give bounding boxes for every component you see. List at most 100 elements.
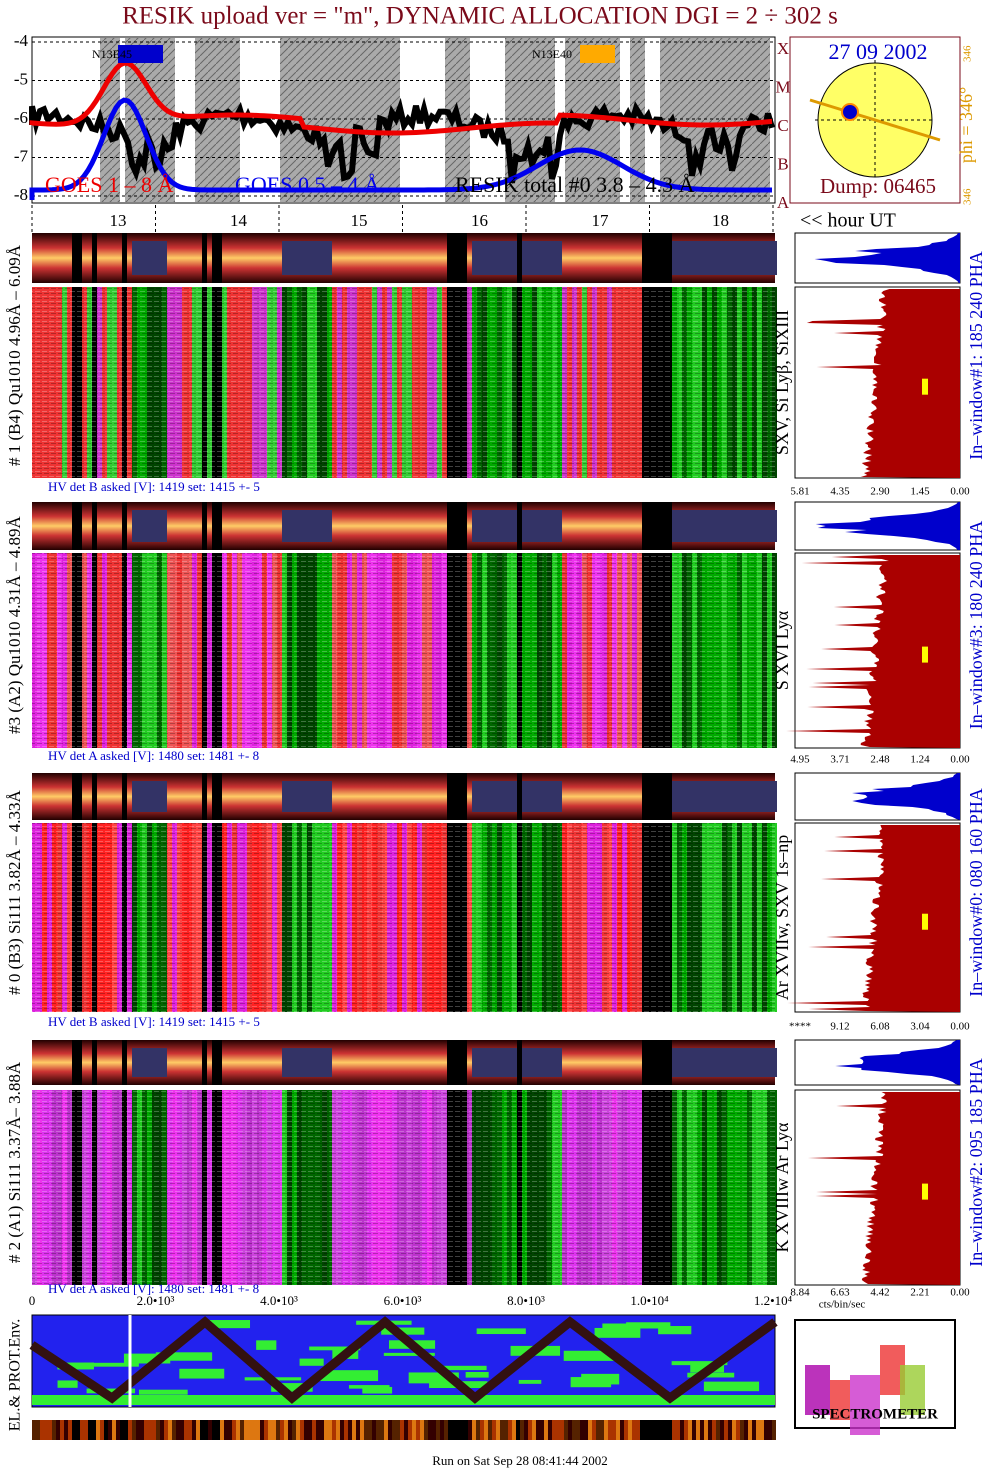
env-strip: [100, 1420, 104, 1440]
env-blob: [57, 1380, 78, 1388]
strip-gap: [122, 233, 127, 283]
env-strip: [424, 1420, 428, 1440]
env-strip: [404, 1420, 408, 1440]
strip-gap: [517, 233, 522, 283]
env-strip: [628, 1420, 632, 1440]
strip-gap: [457, 773, 462, 820]
strip-quiet: [482, 1048, 487, 1077]
hist-tick: 8.84: [790, 1287, 810, 1299]
strip-quiet: [137, 241, 142, 275]
env-strip: [660, 1420, 664, 1440]
strip-quiet: [327, 510, 332, 542]
strip-quiet: [292, 1048, 297, 1077]
env-strip: [604, 1420, 608, 1440]
env-blob: [155, 1352, 213, 1361]
strip-quiet: [507, 241, 512, 275]
strip-quiet: [752, 1048, 757, 1077]
strip-quiet: [147, 510, 152, 542]
strip-quiet: [772, 781, 777, 812]
strip-gap: [212, 1040, 217, 1085]
env-blob: [179, 1368, 225, 1379]
strip-quiet: [552, 781, 557, 812]
env-strip: [420, 1420, 424, 1440]
env-strip: [248, 1420, 252, 1440]
env-strip: [748, 1420, 752, 1440]
line-label: Ar XVIIw, SXV 1s–np: [772, 835, 792, 1001]
env-strip: [124, 1420, 128, 1440]
strip-quiet: [692, 1048, 697, 1077]
strip-quiet: [322, 1048, 327, 1077]
env-strip: [148, 1420, 152, 1440]
strip-gap: [647, 233, 652, 283]
env-blob: [256, 1340, 277, 1350]
strip-quiet: [322, 510, 327, 542]
env-strip: [228, 1420, 232, 1440]
strip-quiet: [162, 1048, 167, 1077]
env-x-tick: 2.0•10³: [137, 1293, 175, 1308]
hist-tick: 0.00: [950, 1287, 970, 1299]
env-strip: [84, 1420, 88, 1440]
class-label: A: [777, 193, 790, 212]
env-strip: [520, 1420, 524, 1440]
pha-hist: [852, 773, 960, 820]
strip-quiet: [727, 241, 732, 275]
env-strip: [288, 1420, 292, 1440]
strip-quiet: [162, 510, 167, 542]
env-strip: [352, 1420, 356, 1440]
strip-quiet: [537, 510, 542, 542]
strip-quiet: [137, 1048, 142, 1077]
env-strip: [324, 1420, 328, 1440]
strip-quiet: [682, 510, 687, 542]
strip-quiet: [772, 510, 777, 542]
env-strip: [292, 1420, 296, 1440]
env-strip: [448, 1420, 452, 1440]
env-strip: [736, 1420, 740, 1440]
env-strip: [232, 1420, 236, 1440]
env-strip: [144, 1420, 148, 1440]
env-x-tick: 8.0•10³: [507, 1293, 545, 1308]
strip-quiet: [762, 510, 767, 542]
strip-gap: [217, 773, 222, 820]
env-strip: [408, 1420, 412, 1440]
strip-quiet: [552, 510, 557, 542]
strip-gap: [662, 233, 667, 283]
strip-quiet: [672, 1048, 677, 1077]
noise: [32, 1090, 775, 1285]
env-strip: [384, 1420, 388, 1440]
env-x-tick: 4.0•10³: [260, 1293, 298, 1308]
strip-quiet: [297, 510, 302, 542]
env-strip: [152, 1420, 156, 1440]
strip-quiet: [132, 241, 137, 275]
strip-gap: [662, 773, 667, 820]
strip-quiet: [722, 781, 727, 812]
env-strip: [600, 1420, 604, 1440]
env-strip: [180, 1420, 184, 1440]
strip-gap: [77, 773, 82, 820]
env-blob: [86, 1388, 136, 1394]
strip-gap: [92, 502, 97, 550]
strip-quiet: [492, 510, 497, 542]
env-x-tick: 1.2•10⁴: [754, 1293, 793, 1308]
env-strip: [552, 1420, 556, 1440]
strip-quiet: [487, 781, 492, 812]
env-blob: [383, 1352, 435, 1356]
region-marker: [118, 45, 163, 63]
env-strip: [592, 1420, 596, 1440]
strip-gap: [72, 233, 77, 283]
env-strip: [368, 1420, 372, 1440]
env-strip: [88, 1420, 92, 1440]
hv-info: HV det A asked [V]: 1480 set: 1481 +- 8: [48, 748, 259, 763]
hour-label: 18: [712, 211, 729, 230]
strip-quiet: [527, 241, 532, 275]
env-strip: [216, 1420, 220, 1440]
strip-quiet: [672, 781, 677, 812]
strip-quiet: [692, 241, 697, 275]
strip-quiet: [282, 241, 287, 275]
strip-quiet: [287, 510, 292, 542]
strip-quiet: [477, 241, 482, 275]
env-blob: [408, 1372, 459, 1384]
window-label: In–window#0: 080 160 PHA: [966, 788, 986, 997]
y-tick-label: -7: [14, 146, 29, 165]
channel-1: #3 (A2) Qu1010 4.31Å – 4.89Å HV det A ask…: [5, 501, 986, 766]
env-strip: [36, 1420, 40, 1440]
